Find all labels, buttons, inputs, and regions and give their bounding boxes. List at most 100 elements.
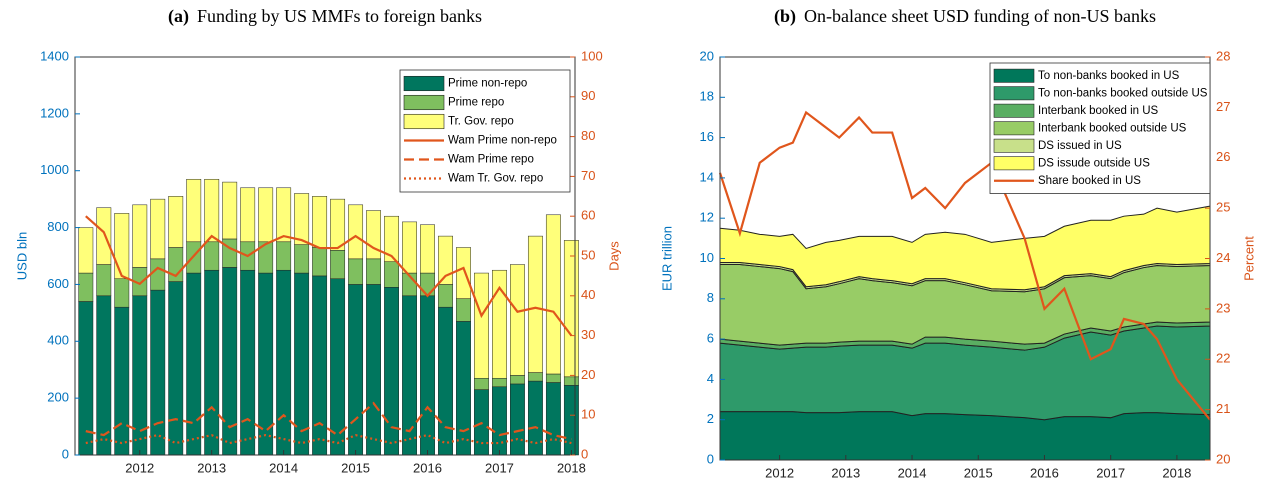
y-tick-label: 2: [707, 411, 714, 426]
legend-label: To non-banks booked in US: [1038, 70, 1180, 82]
y2-tick-label: 60: [581, 208, 595, 223]
y2-tick-label: 20: [1216, 451, 1230, 466]
bar: [222, 238, 238, 268]
x-tick-label: 2013: [831, 465, 860, 480]
title-text: On-balance sheet USD funding of non-US b…: [804, 6, 1156, 26]
x-tick-label: 2017: [1096, 465, 1125, 480]
bar: [563, 240, 579, 378]
bar: [527, 372, 543, 382]
bar: [348, 258, 364, 285]
bar: [456, 247, 471, 299]
bar: [420, 295, 435, 456]
bar: [312, 247, 328, 277]
bar: [78, 272, 94, 302]
y-tick-label: 600: [47, 276, 69, 291]
bar: [276, 269, 292, 456]
x-tick-label: 2013: [197, 460, 226, 475]
y2-tick-label: 28: [1216, 48, 1230, 63]
bar: [474, 377, 489, 390]
bar: [438, 284, 453, 308]
y-tick-label: 800: [47, 219, 69, 234]
x-tick-label: 2012: [765, 465, 794, 480]
bar: [384, 287, 399, 456]
bar: [348, 204, 364, 260]
bar: [330, 278, 346, 456]
y-tick-label: 6: [707, 331, 714, 346]
bar: [186, 272, 202, 456]
y2-tick-label: 100: [581, 48, 603, 63]
area: [719, 411, 1211, 461]
bar: [240, 269, 256, 456]
bar: [276, 241, 292, 271]
y2-tick-label: 21: [1216, 401, 1230, 416]
line: [85, 401, 572, 441]
y-tick-label: 10: [700, 250, 714, 265]
y-tick-label: 20: [700, 48, 714, 63]
bar: [492, 269, 507, 379]
bar: [510, 264, 525, 376]
bar: [114, 306, 130, 456]
bar: [384, 215, 399, 262]
bar: [456, 298, 471, 322]
legend-patch: [993, 138, 1035, 153]
y-tick-label: 12: [700, 210, 714, 225]
line: [718, 110, 1211, 421]
bar: [294, 244, 310, 274]
legend-patch: [403, 113, 445, 130]
y2-tick-label: 10: [581, 407, 595, 422]
legend-patch: [403, 75, 445, 92]
bar: [132, 295, 148, 456]
y-axis-label: EUR trillion: [659, 226, 674, 291]
y2-tick-label: 26: [1216, 149, 1230, 164]
line: [85, 215, 573, 337]
x-tick-label: 2018: [557, 460, 586, 475]
y2-tick-label: 70: [581, 168, 595, 183]
legend-patch: [993, 121, 1035, 136]
bar: [563, 385, 579, 456]
bar: [563, 376, 579, 386]
y2-tick-label: 0: [581, 446, 588, 461]
bar: [114, 213, 130, 279]
title-text: Funding by US MMFs to foreign banks: [197, 6, 482, 26]
x-tick-label: 2015: [964, 465, 993, 480]
y2-tick-label: 27: [1216, 99, 1230, 114]
y2-tick-label: 24: [1216, 250, 1230, 265]
bar: [384, 261, 399, 288]
legend-label: Wam Prime repo: [448, 154, 534, 166]
y-tick-label: 1000: [40, 162, 69, 177]
bar: [240, 187, 256, 243]
y-tick-label: 1200: [40, 105, 69, 120]
legend-label: Prime repo: [448, 97, 504, 109]
bar: [420, 224, 435, 274]
bar: [456, 321, 471, 456]
bar: [294, 193, 310, 245]
panel-label: (b): [774, 6, 796, 27]
bar: [96, 207, 112, 265]
panel-label: (a): [168, 6, 189, 27]
bar: [420, 272, 435, 297]
y-tick-label: 4: [707, 371, 714, 386]
x-tick-label: 2014: [269, 460, 298, 475]
bar: [545, 214, 561, 375]
bar: [150, 289, 166, 456]
bar: [222, 181, 238, 240]
bar: [510, 375, 525, 385]
bar: [510, 383, 525, 456]
y2-tick-label: 23: [1216, 300, 1230, 315]
legend-patch: [993, 86, 1035, 101]
legend-label: DS issued in US: [1038, 140, 1122, 152]
bar: [114, 278, 130, 308]
legend-box: [399, 69, 571, 193]
legend-label: To non-banks booked outside US: [1038, 87, 1208, 99]
bar: [312, 196, 328, 248]
bar: [545, 373, 561, 383]
legend-label: Tr. Gov. repo: [448, 116, 514, 128]
y-tick-label: 200: [47, 390, 69, 405]
chart-title: (b) On-balance sheet USD funding of non-U…: [774, 6, 1156, 27]
bar: [204, 178, 220, 243]
y2-tick-label: 80: [581, 128, 595, 143]
legend-label: Wam Tr. Gov. repo: [448, 173, 543, 185]
bar: [402, 221, 417, 274]
line: [85, 433, 572, 445]
